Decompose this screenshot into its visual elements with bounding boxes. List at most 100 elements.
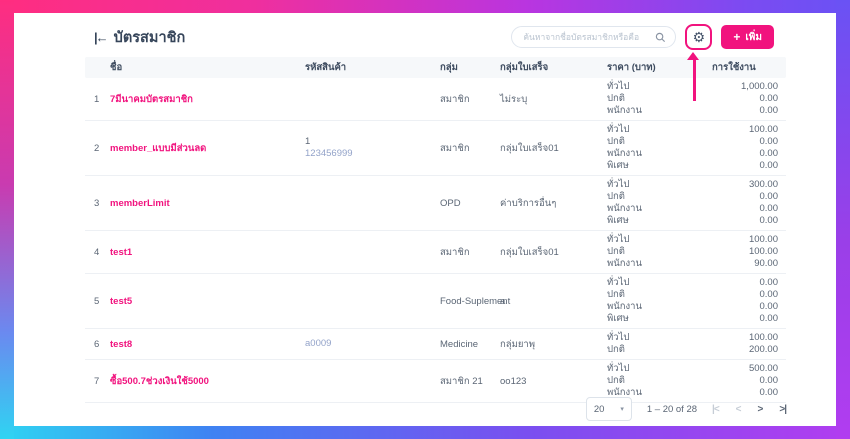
row-index: 5 <box>94 295 100 307</box>
receipt-group-name: กลุ่มใบเสร็จ01 <box>500 142 559 154</box>
price-tier-label: พนักงาน <box>607 258 642 269</box>
price-line: ทั่วไป 100.00 <box>607 124 786 136</box>
price-value: 200.00 <box>748 344 778 355</box>
group-name: Medicine <box>440 338 479 350</box>
page-size-select[interactable]: 20 ▾ <box>585 397 632 421</box>
receipt-group-name: กลุ่มยาพุ <box>500 338 535 350</box>
member-card-name[interactable]: ซื้อ500.7ช่วงเงินใช้5000 <box>110 375 209 387</box>
last-page-icon[interactable]: >| <box>779 403 787 415</box>
row-index: 6 <box>94 338 100 350</box>
pagination-range: 1 – 20 of 28 <box>646 403 698 415</box>
gradient-border-left <box>0 0 14 439</box>
price-tier-label: ทั่วไป <box>607 124 630 135</box>
row-index: 7 <box>94 375 100 387</box>
member-card-table: ชื่อ รหัสสินค้า กลุ่ม กลุ่มใบเสร็จ ราคา … <box>85 57 786 403</box>
topbar: |← บัตรสมาชิก ⚙ + เพิ่ม <box>14 23 836 51</box>
header-receipt-group: กลุ่มใบเสร็จ <box>500 62 549 73</box>
price-value: 100.00 <box>748 332 778 343</box>
price-value: 100.00 <box>748 246 778 257</box>
header-price: ราคา (บาท) <box>607 62 656 73</box>
page-title: บัตรสมาชิก <box>113 29 186 46</box>
price-line: พนักงาน 0.00 <box>607 148 786 160</box>
price-list: ทั่วไป 300.00 ปกติ 0.00 พนักงาน 0.00 พิเศษ 0.00 <box>607 179 786 227</box>
price-tier-label: ทั่วไป <box>607 234 630 245</box>
price-value: 0.00 <box>759 160 779 171</box>
price-tier-label: ทั่วไป <box>607 277 630 288</box>
price-value: 90.00 <box>754 258 778 269</box>
plus-icon: + <box>733 30 741 44</box>
gear-icon[interactable]: ⚙ <box>692 29 706 45</box>
group-name: สมาชิก <box>440 246 470 258</box>
title-group: |← บัตรสมาชิก <box>94 26 185 49</box>
price-line: ปกติ 100.00 <box>607 246 786 258</box>
price-tier-label: ปกติ <box>607 289 625 300</box>
product-code-line: 1 <box>305 136 311 147</box>
table-header-row: ชื่อ รหัสสินค้า กลุ่ม กลุ่มใบเสร็จ ราคา … <box>85 57 786 78</box>
table-row[interactable]: 4 test1 สมาชิก กลุ่มใบเสร็จ01 ทั่วไป 100.00 ปก… <box>85 231 786 274</box>
table-row[interactable]: 3 memberLimit OPD ค่าบริการอื่นๆ ทั่วไป 300.0… <box>85 176 786 231</box>
member-card-name[interactable]: test5 <box>110 295 133 307</box>
member-card-name[interactable]: test8 <box>110 338 133 350</box>
header-group: กลุ่ม <box>440 62 458 73</box>
price-value: 300.00 <box>748 179 778 190</box>
member-card-name[interactable]: memberLimit <box>110 197 170 209</box>
price-line: ปกติ 0.00 <box>607 136 786 148</box>
row-index: 1 <box>94 93 100 105</box>
member-card-name[interactable]: test1 <box>110 246 133 258</box>
price-line: พนักงาน 0.00 <box>607 105 786 117</box>
price-line: พนักงาน 0.00 <box>607 203 786 215</box>
group-name: สมาชิก <box>440 93 470 105</box>
table-row[interactable]: 2 member_แบบมีส่วนลด 1 123456999 สมาชิก กลุ่ม… <box>85 121 786 176</box>
search-box[interactable] <box>511 26 677 48</box>
price-value: 0.00 <box>759 375 779 386</box>
table-row[interactable]: 6 test8 a0009 Medicine กลุ่มยาพุ ทั่วไป 100.00… <box>85 329 786 360</box>
price-value: 0.00 <box>759 136 779 147</box>
table-body: 1 7มีนาคมบัตรสมาชิก สมาชิก ไม่ระบุ ทั่วไป 1,0… <box>85 78 786 403</box>
gradient-border-right <box>836 0 850 439</box>
price-line: ทั่วไป 100.00 <box>607 234 786 246</box>
price-tier-label: ปกติ <box>607 191 625 202</box>
search-input[interactable] <box>521 31 652 43</box>
first-page-icon[interactable]: |< <box>712 403 720 415</box>
table-row[interactable]: 5 test5 Food-Suplement a ทั่วไป 0.00 ปกติ 0.00 พ… <box>85 274 786 329</box>
topbar-actions: ⚙ + เพิ่ม <box>511 24 774 50</box>
row-index: 4 <box>94 246 100 258</box>
price-list: ทั่วไป 100.00 ปกติ 200.00 <box>607 332 786 356</box>
price-value: 0.00 <box>759 105 779 116</box>
search-icon[interactable] <box>655 32 666 43</box>
price-list: ทั่วไป 1,000.00 ปกติ 0.00 พนักงาน 0.00 <box>607 81 786 117</box>
table-row[interactable]: 7 ซื้อ500.7ช่วงเงินใช้5000 สมาชิก 21 oo123 ท… <box>85 360 786 403</box>
product-code: a0009 <box>305 338 440 350</box>
price-value: 500.00 <box>748 363 778 374</box>
price-line: ทั่วไป 1,000.00 <box>607 81 786 93</box>
price-line: ทั่วไป 0.00 <box>607 277 786 289</box>
member-card-name[interactable]: member_แบบมีส่วนลด <box>110 142 207 154</box>
price-list: ทั่วไป 100.00 ปกติ 0.00 พนักงาน 0.00 พิเศษ 0.00 <box>607 124 786 172</box>
price-line: พิเศษ 0.00 <box>607 215 786 227</box>
receipt-group-name: ไม่ระบุ <box>500 93 528 105</box>
row-index: 3 <box>94 197 100 209</box>
next-page-icon[interactable]: > <box>757 403 764 415</box>
price-list: ทั่วไป 100.00 ปกติ 100.00 พนักงาน 90.00 <box>607 234 786 270</box>
settings-button-highlight[interactable]: ⚙ <box>685 24 713 50</box>
price-value: 0.00 <box>759 148 779 159</box>
collapse-sidebar-icon[interactable]: |← <box>94 29 109 45</box>
gradient-border-top <box>0 0 850 13</box>
member-card-name[interactable]: 7มีนาคมบัตรสมาชิก <box>110 93 193 105</box>
price-tier-label: ทั่วไป <box>607 363 630 374</box>
app-window: |← บัตรสมาชิก ⚙ + เพิ่ม <box>14 13 836 426</box>
price-value: 0.00 <box>759 387 779 398</box>
row-index: 2 <box>94 142 100 154</box>
price-tier-label: พนักงาน <box>607 203 642 214</box>
price-tier-label: พนักงาน <box>607 387 642 398</box>
price-line: ปกติ 0.00 <box>607 289 786 301</box>
product-code-line: a0009 <box>305 338 332 349</box>
price-tier-label: พนักงาน <box>607 301 642 312</box>
price-tier-label: ปกติ <box>607 344 625 355</box>
price-tier-label: พนักงาน <box>607 105 642 116</box>
price-value: 0.00 <box>759 301 779 312</box>
receipt-group-name: a <box>500 295 506 307</box>
add-button[interactable]: + เพิ่ม <box>721 25 774 49</box>
prev-page-icon[interactable]: < <box>735 403 742 415</box>
table-row[interactable]: 1 7มีนาคมบัตรสมาชิก สมาชิก ไม่ระบุ ทั่วไป 1,0… <box>85 78 786 121</box>
